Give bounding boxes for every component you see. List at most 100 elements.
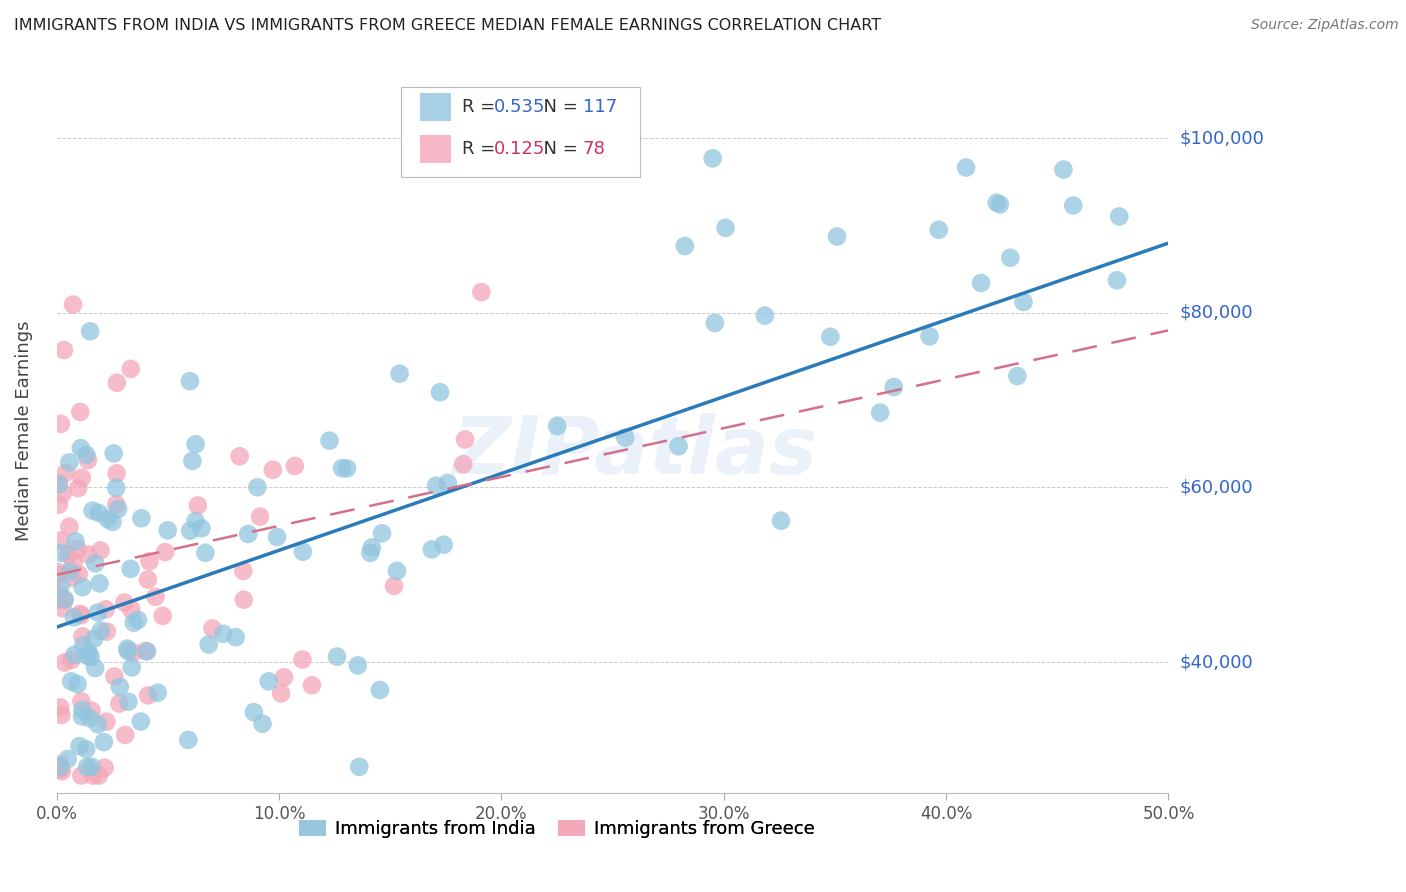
Point <box>94 602 117 616</box>
Point <box>105 481 128 495</box>
Point <box>49 760 72 774</box>
Point <box>470 285 492 299</box>
Text: N =: N = <box>533 140 583 158</box>
Point <box>105 376 128 390</box>
Point <box>108 697 131 711</box>
Point <box>48 498 70 512</box>
Point <box>77 646 100 660</box>
Point <box>67 739 90 753</box>
Point <box>51 764 73 778</box>
Point <box>49 593 72 607</box>
Point <box>70 768 93 782</box>
Point <box>714 220 737 235</box>
Text: R =: R = <box>463 140 502 158</box>
Point <box>1108 210 1130 224</box>
Point <box>429 385 451 400</box>
Point <box>70 694 93 708</box>
Point <box>336 461 359 475</box>
Point <box>49 579 72 593</box>
Point <box>120 602 142 616</box>
Point <box>425 478 447 492</box>
Point <box>72 639 94 653</box>
Point <box>146 686 169 700</box>
Point <box>179 374 201 388</box>
Point <box>246 480 269 494</box>
Point <box>451 457 474 471</box>
Point <box>187 499 209 513</box>
Point <box>56 752 79 766</box>
Point <box>385 564 408 578</box>
Point <box>53 593 76 607</box>
Point <box>90 624 112 638</box>
Point <box>330 461 353 475</box>
Point <box>238 527 260 541</box>
Point <box>58 520 80 534</box>
Point <box>433 538 456 552</box>
Point <box>136 644 159 658</box>
Point <box>122 615 145 630</box>
Point <box>72 629 94 643</box>
Point <box>820 330 842 344</box>
Point <box>359 546 381 560</box>
Text: $80,000: $80,000 <box>1180 304 1253 322</box>
Point <box>301 678 323 692</box>
Point <box>135 644 157 658</box>
Point <box>201 622 224 636</box>
Point <box>77 548 100 562</box>
Point <box>232 592 254 607</box>
Point <box>49 757 72 772</box>
Point <box>420 542 443 557</box>
Point <box>69 405 91 419</box>
Point <box>120 562 142 576</box>
Point <box>93 735 115 749</box>
Point <box>349 760 371 774</box>
Point <box>62 555 84 569</box>
Point <box>243 705 266 719</box>
FancyBboxPatch shape <box>401 87 640 178</box>
Point <box>52 343 75 357</box>
Point <box>48 586 70 600</box>
Point <box>257 674 280 689</box>
Point <box>58 548 80 562</box>
Point <box>84 661 107 675</box>
Point <box>105 467 128 481</box>
Point <box>769 514 792 528</box>
Point <box>51 708 73 723</box>
Point <box>107 502 129 516</box>
Point <box>53 592 76 607</box>
Point <box>136 689 159 703</box>
Point <box>225 630 247 644</box>
Point <box>284 458 307 473</box>
Point <box>48 476 70 491</box>
Point <box>97 512 120 526</box>
Text: 78: 78 <box>582 140 606 158</box>
Text: 117: 117 <box>582 98 617 116</box>
Text: 0.535: 0.535 <box>494 98 546 116</box>
Point <box>754 309 776 323</box>
Point <box>108 680 131 694</box>
Point <box>65 534 87 549</box>
Point <box>117 644 139 658</box>
Point <box>436 475 458 490</box>
Point <box>883 380 905 394</box>
Point <box>59 565 82 579</box>
Point <box>184 437 207 451</box>
Point <box>212 627 235 641</box>
Point <box>58 455 80 469</box>
Point <box>49 533 72 548</box>
Point <box>368 683 391 698</box>
Point <box>72 703 94 717</box>
Point <box>96 714 118 729</box>
Point <box>76 760 98 774</box>
Point <box>1012 295 1035 310</box>
Point <box>131 511 153 525</box>
Point <box>80 760 103 774</box>
Point <box>138 554 160 568</box>
Point <box>346 658 368 673</box>
Point <box>291 545 314 559</box>
Point <box>79 711 101 725</box>
Point <box>77 453 100 467</box>
FancyBboxPatch shape <box>420 136 451 162</box>
Point <box>120 362 142 376</box>
Point <box>93 761 115 775</box>
